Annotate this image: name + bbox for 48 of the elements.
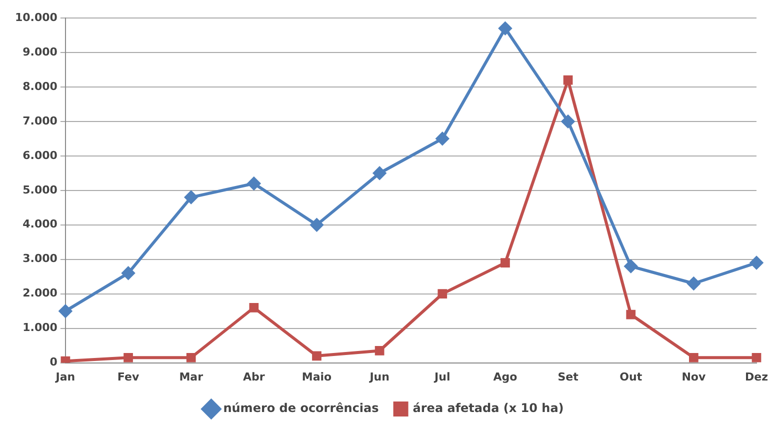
point — [563, 75, 573, 85]
y-tick-label: 3.000 — [22, 252, 58, 266]
x-tick-label: Jul — [434, 370, 450, 384]
x-tick-label: Abr — [243, 370, 266, 384]
point — [498, 22, 512, 35]
y-tick-label: 4.000 — [22, 218, 58, 231]
point — [500, 258, 510, 268]
point — [373, 166, 386, 180]
point — [184, 190, 198, 204]
x-tick-label: Ago — [493, 370, 518, 384]
point — [124, 352, 133, 362]
legend-label: área afetada (x 10 ha) — [412, 401, 564, 416]
x-tick-label: Maio — [302, 370, 332, 384]
point — [750, 256, 764, 270]
x-tick-label: Jan — [54, 370, 76, 384]
point — [374, 346, 384, 356]
x-tick-label: Set — [558, 370, 578, 384]
point — [247, 177, 260, 190]
y-tick-label: 5.000 — [22, 183, 58, 196]
point — [436, 132, 449, 146]
point — [438, 289, 448, 299]
point — [687, 276, 700, 290]
x-tick-label: Mar — [179, 370, 204, 384]
point — [562, 114, 575, 128]
point — [624, 260, 638, 273]
y-tick-label: 2.000 — [22, 286, 58, 300]
y-tick-label: 9.000 — [22, 45, 58, 58]
legend-label: número de ocorrências — [223, 401, 379, 416]
y-tick-label: 6.000 — [22, 148, 58, 162]
x-tick-label: Dez — [745, 370, 768, 384]
point — [122, 266, 135, 280]
x-tick-label: Nov — [682, 370, 706, 384]
point — [626, 310, 636, 320]
point — [752, 352, 762, 362]
x-tick-label: Fev — [117, 370, 140, 384]
y-tick-label: 1.000 — [22, 321, 58, 334]
y-tick-label: 7.000 — [22, 114, 58, 128]
point — [249, 302, 259, 312]
point — [186, 352, 196, 362]
y-tick-label: 10.000 — [14, 10, 58, 24]
point — [312, 351, 322, 361]
point — [689, 352, 698, 362]
point — [58, 304, 72, 318]
x-tick-label: Out — [620, 370, 642, 384]
y-tick-label: 0 — [50, 356, 58, 369]
point — [310, 218, 324, 232]
y-tick-label: 8.000 — [22, 80, 58, 93]
x-tick-label: Jun — [368, 370, 390, 384]
